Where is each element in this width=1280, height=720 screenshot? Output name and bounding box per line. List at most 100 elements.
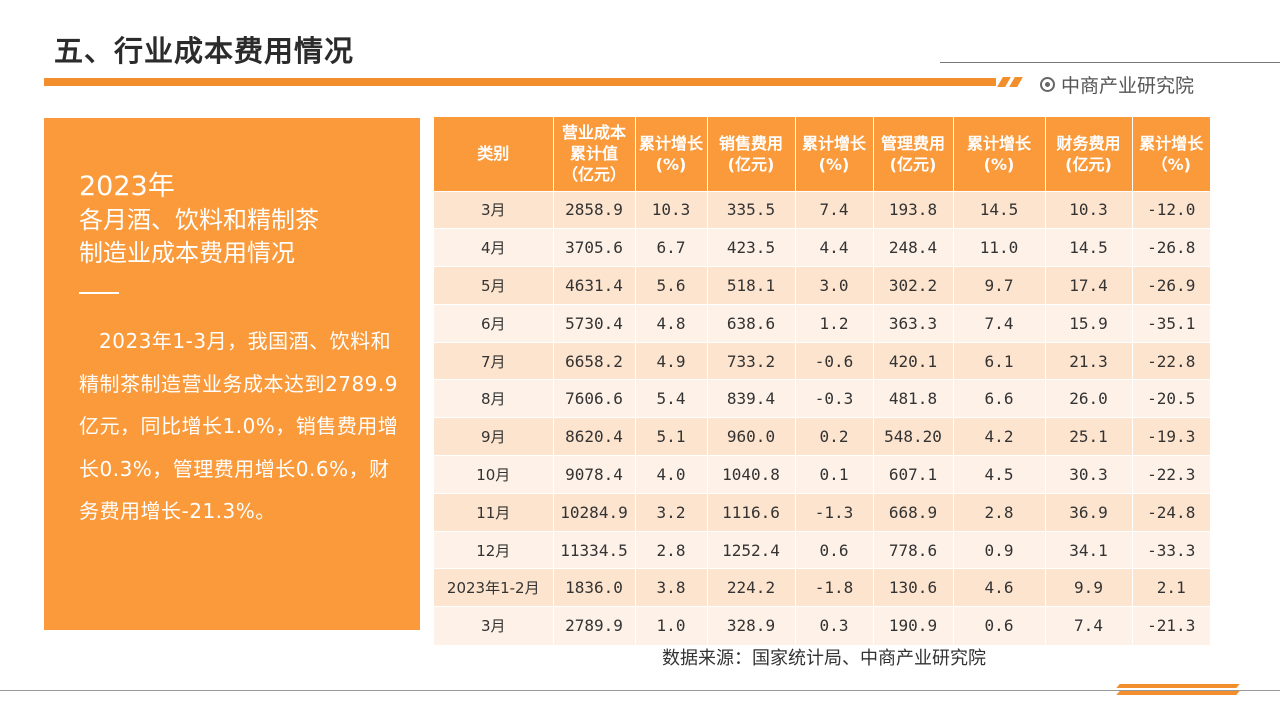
table-cell: 423.5 xyxy=(707,228,796,267)
table-row: 11月 10284.9 3.2 1116.6 -1.3 668.9 2.8 36.9 -24.8 xyxy=(434,492,1210,532)
page-title: 五、行业成本费用情况 xyxy=(54,34,355,68)
table-cell: 363.3 xyxy=(873,303,954,343)
header-thin-rule xyxy=(940,62,1280,63)
table-cell: 193.8 xyxy=(873,190,954,229)
table-cell: -22.8 xyxy=(1132,341,1210,380)
table-cell: -1.8 xyxy=(795,568,874,607)
header-cell: 管理费用(亿元) xyxy=(873,117,954,191)
table-cell: 224.2 xyxy=(707,568,796,607)
table-cell: -0.3 xyxy=(795,379,874,418)
table-cell: 335.5 xyxy=(707,190,796,229)
table-cell: 0.6 xyxy=(953,606,1046,645)
table-cell: 190.9 xyxy=(873,606,954,645)
table-header-row: 类别 营业成本累计值（亿元） 累计增长(%) 销售费用(亿元) 累计增长(%) … xyxy=(434,117,1210,191)
table-cell: 328.9 xyxy=(707,606,796,645)
row-label-cell: 2023年1-2月 xyxy=(434,568,554,607)
table-cell: 733.2 xyxy=(707,341,796,380)
table-cell: 3705.6 xyxy=(553,228,636,267)
table-cell: 4.8 xyxy=(635,303,708,343)
table-cell: 130.6 xyxy=(873,568,954,607)
table-cell: 7.4 xyxy=(953,303,1046,343)
summary-heading-line2: 制造业成本费用情况 xyxy=(79,239,295,267)
table-cell: 3.8 xyxy=(635,568,708,607)
table-cell: 2.8 xyxy=(635,530,708,569)
footer-rule xyxy=(0,690,1280,691)
table-cell: 4.9 xyxy=(635,341,708,380)
summary-heading-line1: 各月酒、饮料和精制茶 xyxy=(79,206,319,234)
cost-table: 类别 营业成本累计值（亿元） 累计增长(%) 销售费用(亿元) 累计增长(%) … xyxy=(434,117,1210,645)
summary-divider xyxy=(79,292,119,294)
header-cell: 累计增长(%) xyxy=(953,117,1046,191)
table-cell: 1252.4 xyxy=(707,530,796,569)
table-cell: 9.7 xyxy=(953,266,1046,305)
summary-year: 2023年 xyxy=(79,171,175,202)
table-cell: 2858.9 xyxy=(553,190,636,229)
table-cell: 1836.0 xyxy=(553,568,636,607)
table-cell: 7606.6 xyxy=(553,379,636,418)
row-label-cell: 9月 xyxy=(434,417,554,456)
row-label-cell: 3月 xyxy=(434,606,554,645)
table-row: 10月 9078.4 4.0 1040.8 0.1 607.1 4.5 30.3 -22.3 xyxy=(434,455,1210,494)
table-cell: 7.4 xyxy=(1045,606,1133,645)
table-cell: 4631.4 xyxy=(553,266,636,305)
summary-body: 2023年1-3月，我国酒、饮料和精制茶制造营业务成本达到2789.9亿元，同比… xyxy=(79,329,399,523)
table-cell: 5.4 xyxy=(635,379,708,418)
table-cell: 668.9 xyxy=(873,492,954,532)
row-label-cell: 4月 xyxy=(434,228,554,267)
row-label-cell: 6月 xyxy=(434,303,554,343)
target-icon xyxy=(1040,77,1055,92)
table-cell: 4.0 xyxy=(635,455,708,494)
row-label-cell: 5月 xyxy=(434,266,554,305)
table-cell: -21.3 xyxy=(1132,606,1210,645)
row-label-cell: 3月 xyxy=(434,190,554,229)
summary-panel: 2023年 各月酒、饮料和精制茶 制造业成本费用情况 2023年1-3月，我国酒… xyxy=(44,118,420,630)
table-cell: 420.1 xyxy=(873,341,954,380)
table-cell: 10.3 xyxy=(1045,190,1133,229)
table-cell: 5.1 xyxy=(635,417,708,456)
header-cell: 财务费用(亿元) xyxy=(1045,117,1133,191)
row-label-cell: 12月 xyxy=(434,530,554,569)
table-cell: 0.1 xyxy=(795,455,874,494)
table-row: 5月 4631.4 5.6 518.1 3.0 302.2 9.7 17.4 -26.9 xyxy=(434,266,1210,305)
table-cell: 6.7 xyxy=(635,228,708,267)
data-source: 数据来源：国家统计局、中商产业研究院 xyxy=(662,648,986,669)
table-cell: 10284.9 xyxy=(553,492,636,532)
table-cell: 4.5 xyxy=(953,455,1046,494)
table-row: 7月 6658.2 4.9 733.2 -0.6 420.1 6.1 21.3 -22.8 xyxy=(434,341,1210,380)
row-label-cell: 10月 xyxy=(434,455,554,494)
table-cell: 960.0 xyxy=(707,417,796,456)
table-cell: 4.6 xyxy=(953,568,1046,607)
table-cell: -22.3 xyxy=(1132,455,1210,494)
table-row: 3月 2789.9 1.0 328.9 0.3 190.9 0.6 7.4 -21.3 xyxy=(434,606,1210,645)
table-cell: 1116.6 xyxy=(707,492,796,532)
table-cell: 17.4 xyxy=(1045,266,1133,305)
table-cell: 15.9 xyxy=(1045,303,1133,343)
brand-name: 中商产业研究院 xyxy=(1061,75,1195,97)
table-cell: 1.0 xyxy=(635,606,708,645)
table-cell: 6.1 xyxy=(953,341,1046,380)
table-row: 6月 5730.4 4.8 638.6 1.2 363.3 7.4 15.9 -35.1 xyxy=(434,303,1210,343)
table-cell: 14.5 xyxy=(953,190,1046,229)
header-cell: 类别 xyxy=(434,117,554,191)
table-cell: 7.4 xyxy=(795,190,874,229)
table-cell: 481.8 xyxy=(873,379,954,418)
table-cell: 248.4 xyxy=(873,228,954,267)
header-cell: 累计增长(%) xyxy=(795,117,874,191)
row-label-cell: 8月 xyxy=(434,379,554,418)
table-row: 9月 8620.4 5.1 960.0 0.2 548.20 4.2 25.1 -19.3 xyxy=(434,417,1210,456)
table-cell: 11.0 xyxy=(953,228,1046,267)
table-cell: -33.3 xyxy=(1132,530,1210,569)
table-cell: 5.6 xyxy=(635,266,708,305)
table-cell: 607.1 xyxy=(873,455,954,494)
header-cell: 销售费用(亿元) xyxy=(707,117,796,191)
table-cell: 2789.9 xyxy=(553,606,636,645)
table-cell: 3.2 xyxy=(635,492,708,532)
table-cell: 548.20 xyxy=(873,417,954,456)
table-cell: -26.9 xyxy=(1132,266,1210,305)
table-cell: 6.6 xyxy=(953,379,1046,418)
table-cell: 36.9 xyxy=(1045,492,1133,532)
table-row: 8月 7606.6 5.4 839.4 -0.3 481.8 6.6 26.0 -20.5 xyxy=(434,379,1210,418)
table-cell: 0.2 xyxy=(795,417,874,456)
table-cell: -20.5 xyxy=(1132,379,1210,418)
table-cell: 21.3 xyxy=(1045,341,1133,380)
